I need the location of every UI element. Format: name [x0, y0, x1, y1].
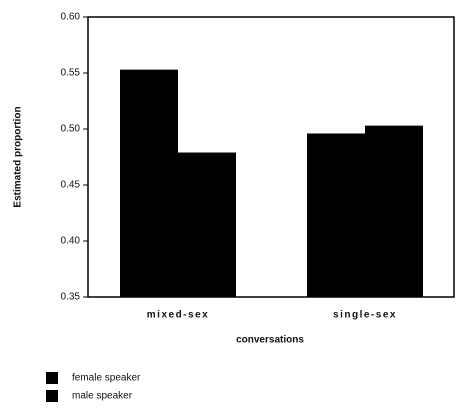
legend-label: female speaker: [72, 373, 141, 384]
legend-label: male speaker: [72, 391, 133, 402]
bar: [178, 152, 236, 297]
x-axis-label: conversations: [236, 335, 304, 346]
legend-swatch: [46, 390, 58, 402]
y-tick-label: 0.60: [61, 12, 81, 23]
legend-swatch: [46, 372, 58, 384]
bar: [365, 125, 423, 297]
y-tick-label: 0.50: [61, 124, 81, 135]
y-tick-label: 0.45: [61, 180, 81, 191]
y-tick-label: 0.40: [61, 236, 81, 247]
y-axis-label: Estimated proportion: [13, 106, 24, 207]
y-tick-label: 0.35: [61, 292, 81, 303]
bar: [120, 69, 178, 297]
x-tick-label: mixed-sex: [147, 310, 209, 321]
bar: [307, 133, 365, 297]
plot-frame: [87, 16, 455, 298]
x-tick-label: single-sex: [333, 310, 397, 321]
y-tick-label: 0.55: [61, 68, 81, 79]
